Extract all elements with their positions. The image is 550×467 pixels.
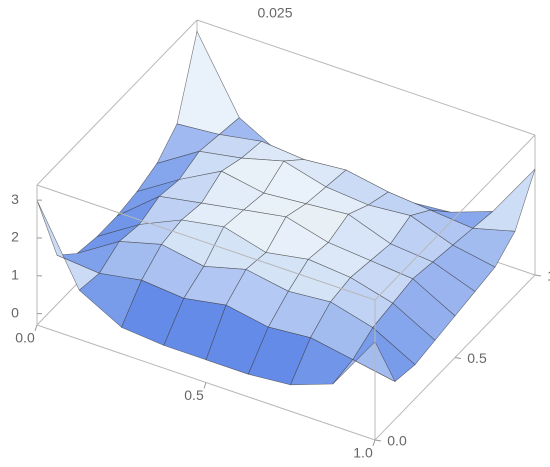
surface-patch [472,168,536,232]
box-edge [36,19,198,186]
y-tick [374,439,382,442]
chart-title: 0.025 [257,5,292,21]
surface-patch [332,341,396,385]
x-tick [372,439,376,447]
z-tick-label: 2 [11,229,19,245]
x-tick [203,382,207,389]
z-tick-label: 3 [11,191,19,207]
y-tick-label: 0.5 [467,350,487,366]
y-tick-label: 0.0 [387,433,407,449]
x-tick [34,324,38,332]
x-tick-label: 1.0 [353,445,373,461]
y-tick [454,357,462,359]
x-tick-label: 0.5 [184,387,204,403]
box-edge [374,134,536,301]
box-edge [196,19,536,136]
box-edge [36,184,376,301]
z-tick-label: 0 [11,304,19,320]
surface-patch [176,30,240,135]
y-tick [534,274,542,277]
x-tick-label: 0.0 [15,330,35,346]
z-tick-label: 1 [11,267,19,283]
y-tick-label: 1.0 [547,268,550,284]
